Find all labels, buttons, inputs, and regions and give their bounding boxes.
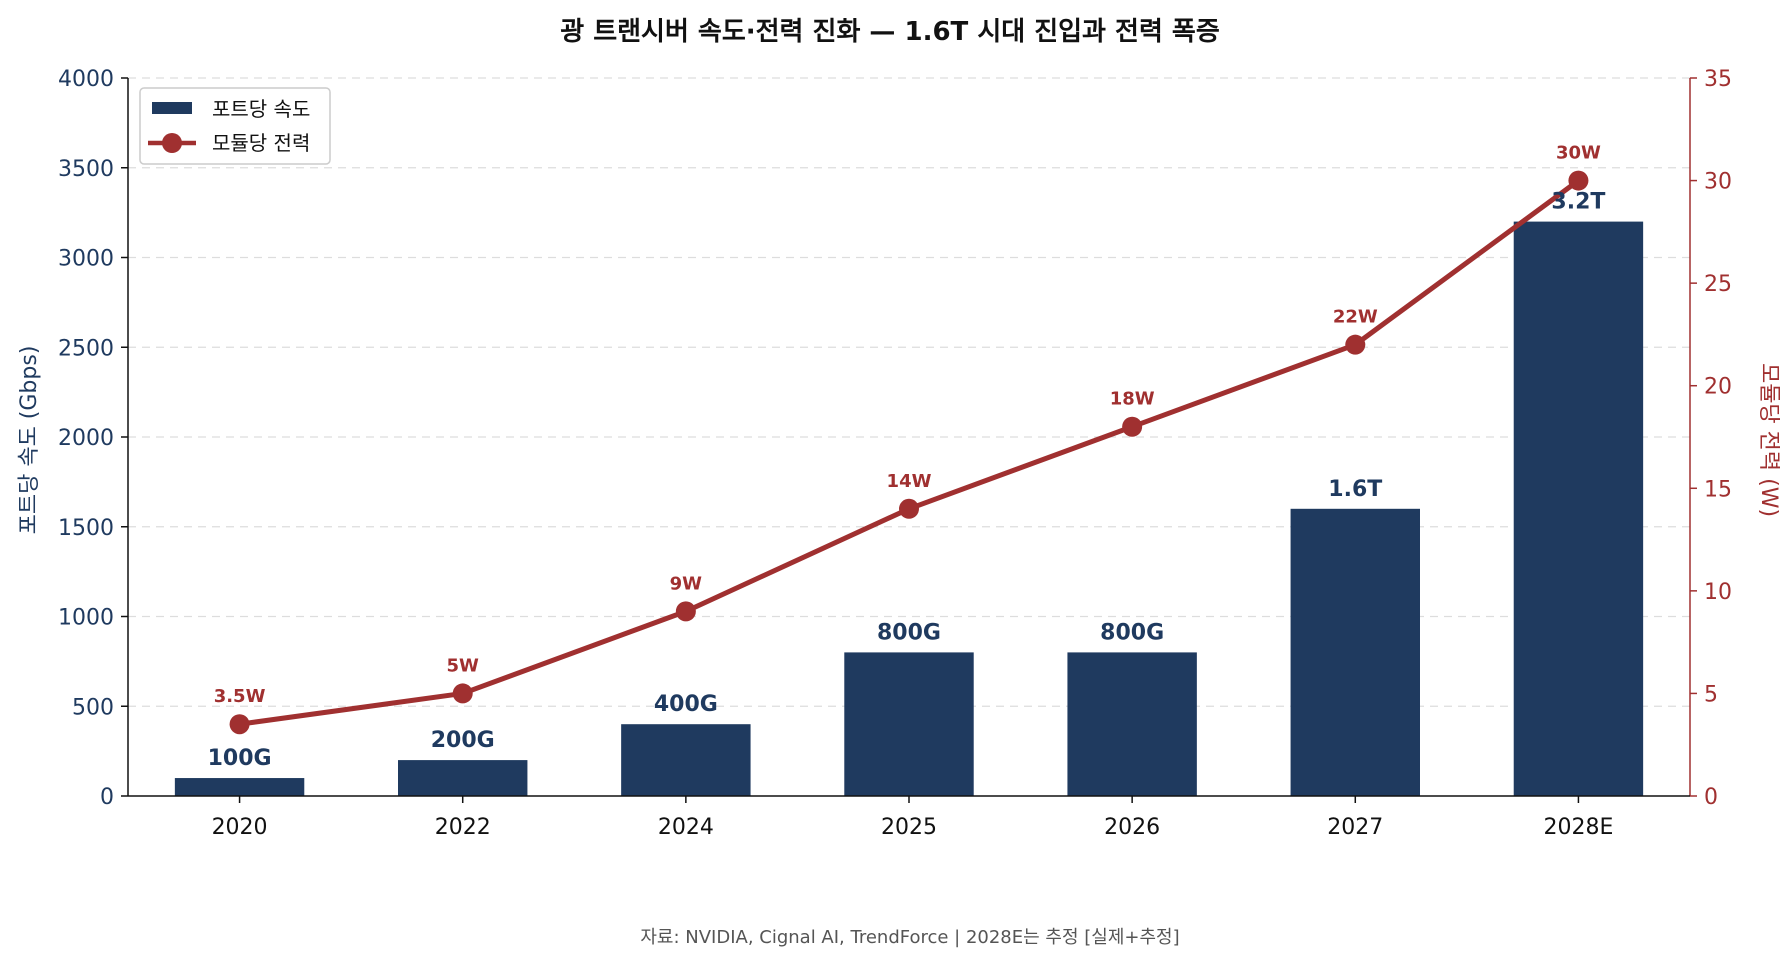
power-point bbox=[1345, 334, 1366, 355]
y-tick-label-left: 2000 bbox=[58, 426, 114, 451]
y-tick-label-left: 1500 bbox=[58, 516, 114, 541]
legend: 포트당 속도 모듈당 전력 bbox=[139, 87, 331, 165]
power-value-label: 14W bbox=[887, 471, 932, 492]
x-tick-label: 2025 bbox=[881, 815, 937, 840]
power-point bbox=[1122, 416, 1143, 437]
power-point bbox=[452, 683, 473, 704]
bar bbox=[844, 652, 974, 796]
axes: 0 500 1000 1500 2000 2500 3000 3500 4000 0 5 10 15 20… bbox=[58, 67, 1732, 840]
y-tick-label-right: 0 bbox=[1704, 785, 1718, 810]
power-point bbox=[1568, 170, 1589, 191]
chart-title: 광 트랜시버 속도·전력 진화 — 1.6T 시대 진입과 전력 폭증 bbox=[560, 17, 1220, 47]
bar-value-label: 800G bbox=[1100, 620, 1164, 645]
y-axis-right-label: 모듈당 전력 (W) bbox=[1756, 363, 1780, 517]
bar-value-label: 100G bbox=[208, 746, 272, 771]
bar-value-label: 400G bbox=[654, 692, 718, 717]
legend-line-label: 모듈당 전력 bbox=[212, 131, 310, 155]
y-axis-left-label: 포트당 속도 (Gbps) bbox=[17, 346, 42, 535]
x-tick-label: 2020 bbox=[212, 815, 268, 840]
y-tick-label-left: 1000 bbox=[58, 606, 114, 631]
y-tick-label-right: 15 bbox=[1704, 477, 1732, 502]
bar bbox=[1513, 221, 1644, 797]
power-point bbox=[229, 714, 250, 735]
y-tick-label-right: 20 bbox=[1704, 375, 1732, 400]
x-tick-label: 2028E bbox=[1543, 815, 1613, 840]
power-point bbox=[675, 601, 696, 622]
power-value-label: 30W bbox=[1556, 143, 1601, 164]
power-value-label: 3.5W bbox=[214, 686, 266, 707]
x-tick-label: 2024 bbox=[658, 815, 714, 840]
bar bbox=[398, 760, 528, 796]
y-tick-label-left: 4000 bbox=[58, 67, 114, 92]
bar-value-label: 200G bbox=[431, 728, 495, 753]
legend-bar-label: 포트당 속도 bbox=[212, 97, 310, 121]
legend-line-marker bbox=[162, 133, 182, 153]
bar bbox=[1290, 508, 1420, 796]
bar-value-label: 3.2T bbox=[1551, 190, 1605, 215]
y-tick-label-left: 0 bbox=[100, 785, 114, 810]
y-tick-label-left: 2500 bbox=[58, 336, 114, 361]
y-tick-label-right: 35 bbox=[1704, 67, 1732, 92]
power-point bbox=[899, 498, 919, 519]
grid bbox=[128, 77, 1690, 707]
legend-bar-swatch bbox=[152, 102, 192, 114]
line-series bbox=[229, 170, 1589, 735]
y-tick-label-left: 3000 bbox=[58, 247, 114, 272]
x-tick-label: 2026 bbox=[1104, 815, 1160, 840]
bar bbox=[174, 778, 305, 796]
x-tick-label: 2022 bbox=[435, 815, 491, 840]
power-value-label: 22W bbox=[1333, 307, 1378, 328]
y-tick-label-left: 500 bbox=[72, 695, 114, 720]
bar bbox=[1067, 652, 1197, 796]
source-note: 자료: NVIDIA, Cignal AI, TrendForce | 2028… bbox=[640, 927, 1179, 948]
y-tick-label-right: 30 bbox=[1704, 170, 1732, 195]
y-tick-label-right: 5 bbox=[1704, 682, 1718, 707]
y-tick-label-right: 10 bbox=[1704, 580, 1732, 605]
bars bbox=[174, 221, 1644, 797]
bar-value-label: 800G bbox=[877, 620, 941, 645]
power-value-label: 18W bbox=[1110, 389, 1155, 410]
power-value-label: 9W bbox=[670, 573, 703, 594]
labels: 100G 200G 400G 800G 800G 1.6T 3.2T 3.5W 5W 9W 14W 1… bbox=[208, 143, 1606, 771]
bar-value-label: 1.6T bbox=[1328, 477, 1382, 502]
y-tick-label-right: 25 bbox=[1704, 272, 1732, 297]
bar bbox=[621, 724, 751, 796]
y-tick-label-left: 3500 bbox=[58, 157, 114, 182]
power-value-label: 5W bbox=[447, 655, 480, 676]
x-tick-label: 2027 bbox=[1327, 815, 1383, 840]
